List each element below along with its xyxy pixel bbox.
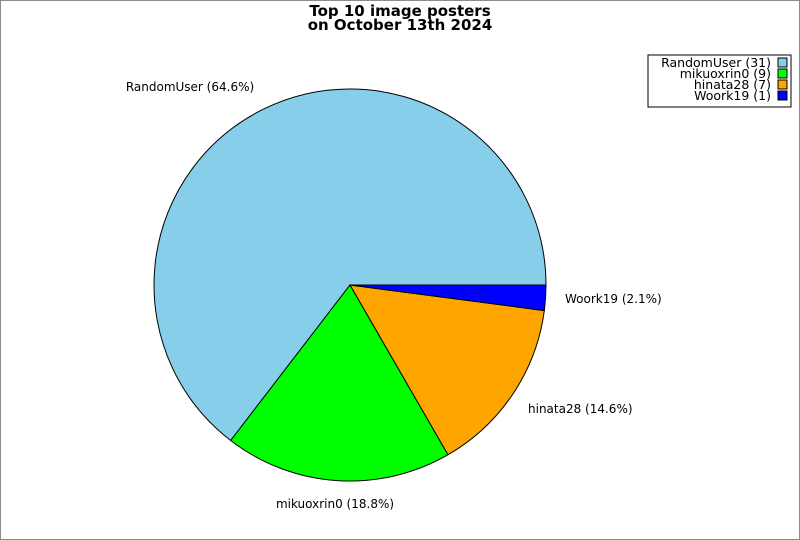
pie-slice-RandomUser xyxy=(153,88,547,442)
legend-label-RandomUser: RandomUser (31) xyxy=(661,55,771,70)
legend-swatch-hinata28 xyxy=(777,79,788,90)
slice-label-Woork19: Woork19 (2.1%) xyxy=(565,292,662,306)
legend-swatch-mikuoxrin0 xyxy=(777,68,788,79)
legend-label-hinata28: hinata28 (7) xyxy=(694,77,771,92)
legend-label-mikuoxrin0: mikuoxrin0 (9) xyxy=(680,66,771,81)
slice-label-RandomUser: RandomUser (64.6%) xyxy=(126,80,254,94)
legend-swatch-Woork19 xyxy=(777,90,788,101)
pie-slice-mikuoxrin0 xyxy=(229,284,449,482)
legend-swatch-RandomUser xyxy=(777,57,788,68)
slice-label-hinata28: hinata28 (14.6%) xyxy=(528,402,633,416)
chart-title-line-1: Top 10 image posters xyxy=(309,2,490,20)
legend-label-Woork19: Woork19 (1) xyxy=(694,88,771,103)
pie-slice-labels: RandomUser (64.6%) mikuoxrin0 (18.8%) hina… xyxy=(126,80,662,511)
pie-slices xyxy=(153,88,547,482)
slice-label-mikuoxrin0: mikuoxrin0 (18.8%) xyxy=(276,497,394,511)
legend-box xyxy=(647,54,792,108)
pie-slice-hinata28 xyxy=(349,284,545,456)
pie-slice-Woork19 xyxy=(349,284,547,312)
chart-title-line-2: on October 13th 2024 xyxy=(308,16,493,34)
legend: RandomUser (31)mikuoxrin0 (9)hinata28 (7… xyxy=(647,54,792,108)
